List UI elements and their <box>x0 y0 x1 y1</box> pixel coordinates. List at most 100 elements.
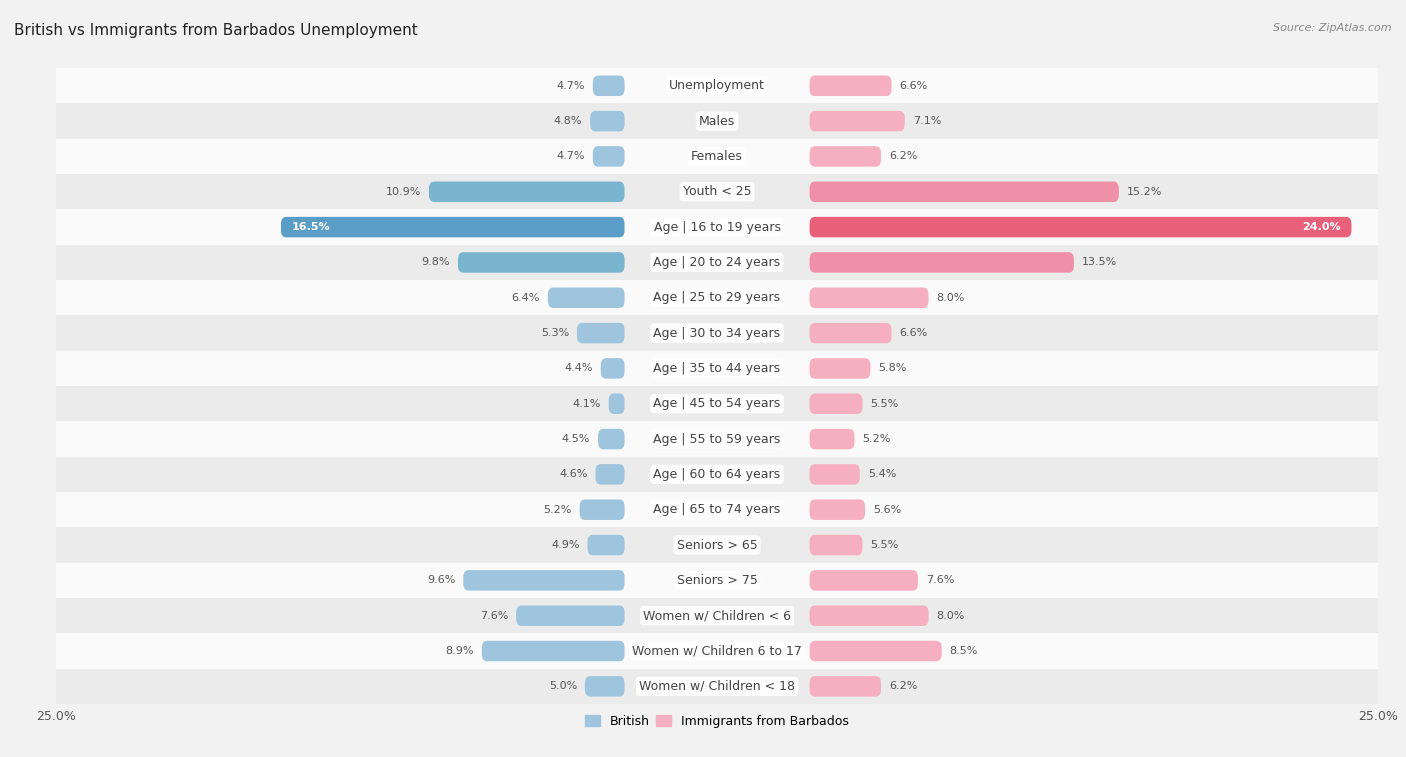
FancyBboxPatch shape <box>810 428 855 450</box>
Bar <box>56 210 1378 245</box>
FancyBboxPatch shape <box>281 217 624 238</box>
Text: 15.2%: 15.2% <box>1126 187 1163 197</box>
Text: 8.0%: 8.0% <box>936 293 965 303</box>
FancyBboxPatch shape <box>810 606 928 626</box>
Bar <box>56 139 1378 174</box>
Text: Age | 25 to 29 years: Age | 25 to 29 years <box>654 291 780 304</box>
Bar <box>56 668 1378 704</box>
Text: 6.2%: 6.2% <box>889 151 917 161</box>
Text: 5.3%: 5.3% <box>541 328 569 338</box>
FancyBboxPatch shape <box>810 252 1074 273</box>
Text: Age | 60 to 64 years: Age | 60 to 64 years <box>654 468 780 481</box>
FancyBboxPatch shape <box>458 252 624 273</box>
FancyBboxPatch shape <box>810 570 918 590</box>
Bar <box>56 350 1378 386</box>
FancyBboxPatch shape <box>810 76 891 96</box>
FancyBboxPatch shape <box>810 288 928 308</box>
Bar <box>56 316 1378 350</box>
Text: Age | 65 to 74 years: Age | 65 to 74 years <box>654 503 780 516</box>
FancyBboxPatch shape <box>810 111 904 132</box>
Text: 16.5%: 16.5% <box>291 222 330 232</box>
Bar <box>56 562 1378 598</box>
FancyBboxPatch shape <box>548 288 624 308</box>
FancyBboxPatch shape <box>810 322 891 344</box>
Text: 5.6%: 5.6% <box>873 505 901 515</box>
Text: 4.5%: 4.5% <box>562 434 591 444</box>
Text: Age | 16 to 19 years: Age | 16 to 19 years <box>654 220 780 234</box>
FancyBboxPatch shape <box>576 322 624 344</box>
FancyBboxPatch shape <box>598 428 624 450</box>
Text: 5.0%: 5.0% <box>548 681 576 691</box>
FancyBboxPatch shape <box>810 394 862 414</box>
Bar <box>56 280 1378 316</box>
Text: 6.4%: 6.4% <box>512 293 540 303</box>
Text: 4.6%: 4.6% <box>560 469 588 479</box>
Text: Women w/ Children 6 to 17: Women w/ Children 6 to 17 <box>633 644 801 658</box>
Text: 7.6%: 7.6% <box>927 575 955 585</box>
FancyBboxPatch shape <box>810 182 1119 202</box>
FancyBboxPatch shape <box>810 217 1351 238</box>
Text: 5.5%: 5.5% <box>870 540 898 550</box>
FancyBboxPatch shape <box>593 76 624 96</box>
FancyBboxPatch shape <box>810 640 942 662</box>
Bar <box>56 598 1378 634</box>
Text: Seniors > 65: Seniors > 65 <box>676 538 758 552</box>
Text: 5.2%: 5.2% <box>543 505 572 515</box>
Bar <box>56 422 1378 456</box>
Text: 6.6%: 6.6% <box>900 328 928 338</box>
Bar <box>56 386 1378 422</box>
Bar <box>56 456 1378 492</box>
Legend: British, Immigrants from Barbados: British, Immigrants from Barbados <box>581 710 853 733</box>
Bar <box>56 104 1378 139</box>
Text: British vs Immigrants from Barbados Unemployment: British vs Immigrants from Barbados Unem… <box>14 23 418 38</box>
Text: 4.8%: 4.8% <box>554 116 582 126</box>
FancyBboxPatch shape <box>464 570 624 590</box>
Text: 5.5%: 5.5% <box>870 399 898 409</box>
Text: 24.0%: 24.0% <box>1302 222 1341 232</box>
Text: Seniors > 75: Seniors > 75 <box>676 574 758 587</box>
Text: Age | 30 to 34 years: Age | 30 to 34 years <box>654 326 780 340</box>
Text: 5.2%: 5.2% <box>862 434 891 444</box>
FancyBboxPatch shape <box>600 358 624 378</box>
Text: 6.2%: 6.2% <box>889 681 917 691</box>
Text: 5.4%: 5.4% <box>868 469 896 479</box>
Text: 10.9%: 10.9% <box>385 187 420 197</box>
FancyBboxPatch shape <box>810 500 865 520</box>
Text: 4.7%: 4.7% <box>557 81 585 91</box>
Bar <box>56 245 1378 280</box>
Bar <box>56 634 1378 668</box>
FancyBboxPatch shape <box>810 146 882 167</box>
Bar <box>56 492 1378 528</box>
FancyBboxPatch shape <box>588 534 624 556</box>
FancyBboxPatch shape <box>593 146 624 167</box>
FancyBboxPatch shape <box>596 464 624 484</box>
Text: 4.1%: 4.1% <box>572 399 600 409</box>
FancyBboxPatch shape <box>585 676 624 696</box>
FancyBboxPatch shape <box>579 500 624 520</box>
Text: Age | 55 to 59 years: Age | 55 to 59 years <box>654 432 780 446</box>
FancyBboxPatch shape <box>810 676 882 696</box>
Text: 4.9%: 4.9% <box>551 540 579 550</box>
Text: 5.8%: 5.8% <box>879 363 907 373</box>
Text: 9.6%: 9.6% <box>427 575 456 585</box>
Text: Source: ZipAtlas.com: Source: ZipAtlas.com <box>1274 23 1392 33</box>
FancyBboxPatch shape <box>810 534 862 556</box>
Text: 8.0%: 8.0% <box>936 611 965 621</box>
Text: 4.4%: 4.4% <box>564 363 593 373</box>
Text: Age | 45 to 54 years: Age | 45 to 54 years <box>654 397 780 410</box>
Text: 6.6%: 6.6% <box>900 81 928 91</box>
FancyBboxPatch shape <box>609 394 624 414</box>
Text: 9.8%: 9.8% <box>422 257 450 267</box>
Text: 4.7%: 4.7% <box>557 151 585 161</box>
Bar <box>56 528 1378 562</box>
FancyBboxPatch shape <box>810 464 860 484</box>
Text: Unemployment: Unemployment <box>669 79 765 92</box>
Text: 8.5%: 8.5% <box>949 646 979 656</box>
Text: Age | 20 to 24 years: Age | 20 to 24 years <box>654 256 780 269</box>
Text: Youth < 25: Youth < 25 <box>683 185 751 198</box>
FancyBboxPatch shape <box>810 358 870 378</box>
Text: 8.9%: 8.9% <box>446 646 474 656</box>
FancyBboxPatch shape <box>482 640 624 662</box>
Bar <box>56 174 1378 210</box>
Bar <box>56 68 1378 104</box>
